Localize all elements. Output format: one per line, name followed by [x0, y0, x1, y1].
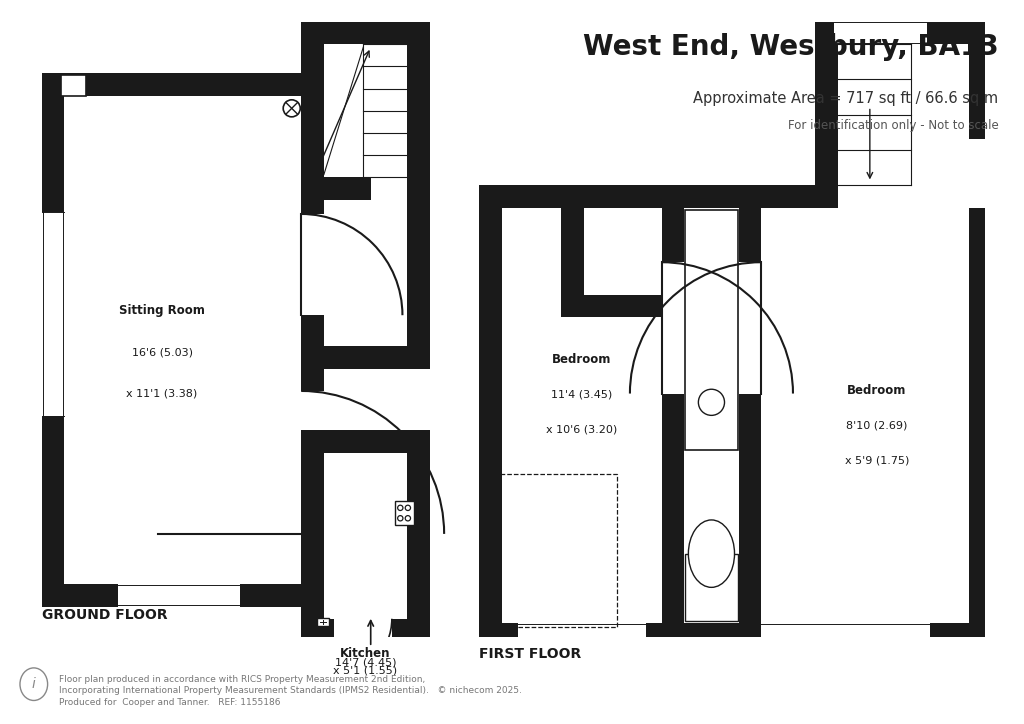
Bar	[561, 208, 584, 317]
Ellipse shape	[688, 520, 734, 587]
Bar	[407, 430, 430, 641]
Bar	[738, 623, 992, 646]
Circle shape	[406, 515, 411, 521]
Circle shape	[397, 515, 403, 521]
Text: x 10'6 (3.20): x 10'6 (3.20)	[546, 425, 617, 435]
Bar	[685, 210, 737, 450]
Text: x 5'9 (1.75): x 5'9 (1.75)	[845, 455, 909, 466]
Bar	[301, 346, 430, 369]
Bar	[738, 262, 761, 394]
Circle shape	[698, 390, 725, 416]
Bar	[970, 22, 992, 139]
Text: x 11'1 (3.38): x 11'1 (3.38)	[126, 388, 198, 398]
Bar	[518, 623, 645, 646]
Text: GROUND FLOOR: GROUND FLOOR	[42, 608, 167, 622]
Text: 16'6 (5.03): 16'6 (5.03)	[131, 348, 193, 357]
Text: Bedroom: Bedroom	[552, 353, 611, 366]
Text: 8'10 (2.69): 8'10 (2.69)	[846, 421, 907, 431]
Circle shape	[406, 505, 411, 510]
Bar	[815, 22, 992, 44]
Circle shape	[397, 505, 403, 510]
Bar	[479, 185, 502, 646]
Bar	[118, 584, 240, 607]
Text: 14'7 (4.45): 14'7 (4.45)	[335, 657, 396, 667]
Bar	[970, 131, 992, 208]
Bar	[42, 212, 65, 416]
Text: West End, Westbury, BA13: West End, Westbury, BA13	[583, 33, 998, 61]
Polygon shape	[992, 139, 1001, 148]
Text: Sitting Room: Sitting Room	[119, 304, 205, 317]
Text: Approximate Area = 717 sq ft / 66.6 sq m: Approximate Area = 717 sq ft / 66.6 sq m	[693, 90, 998, 106]
Bar	[317, 618, 329, 626]
Bar	[662, 185, 684, 646]
Text: Incorporating International Property Measurement Standards (IPMS2 Residential). : Incorporating International Property Mea…	[59, 686, 522, 695]
Bar	[42, 584, 324, 607]
Text: i: i	[32, 677, 36, 691]
Bar	[662, 185, 761, 208]
Bar	[815, 185, 992, 208]
Text: FIRST FLOOR: FIRST FLOOR	[479, 647, 582, 661]
Bar	[498, 473, 616, 627]
Bar	[301, 22, 430, 44]
Bar	[301, 430, 324, 641]
Text: Produced for  Cooper and Tanner.   REF: 1155186: Produced for Cooper and Tanner. REF: 115…	[59, 698, 281, 707]
Bar	[60, 75, 86, 96]
Bar	[301, 73, 324, 607]
Text: Kitchen: Kitchen	[340, 647, 391, 660]
Bar	[301, 619, 430, 641]
Bar	[301, 391, 324, 534]
Bar	[42, 73, 324, 96]
Bar	[479, 185, 584, 208]
Text: Bedroom: Bedroom	[847, 384, 906, 397]
Bar	[662, 185, 684, 646]
Bar	[301, 177, 371, 200]
Bar	[479, 623, 684, 646]
Circle shape	[284, 100, 300, 117]
Text: Down: Down	[927, 35, 952, 44]
Text: Up: Up	[317, 179, 330, 188]
Bar	[301, 214, 324, 315]
Bar	[738, 185, 761, 646]
Bar	[835, 22, 927, 44]
Bar	[301, 22, 324, 358]
Bar	[334, 619, 392, 641]
Bar	[815, 22, 839, 208]
Bar	[970, 185, 992, 646]
Text: x 5'1 (1.55): x 5'1 (1.55)	[334, 665, 397, 675]
Bar	[301, 430, 430, 452]
Bar	[561, 295, 684, 317]
Bar	[738, 185, 761, 646]
Bar	[662, 623, 761, 646]
Bar	[394, 501, 414, 526]
Bar	[815, 185, 992, 208]
Bar	[407, 22, 430, 358]
Bar	[662, 262, 684, 394]
Text: For identification only - Not to scale: For identification only - Not to scale	[787, 119, 998, 132]
Bar	[738, 185, 839, 208]
Bar	[42, 73, 65, 607]
Bar	[738, 185, 992, 208]
Bar	[685, 554, 737, 621]
Bar	[479, 185, 684, 208]
Text: 11'4 (3.45): 11'4 (3.45)	[551, 390, 612, 400]
Text: Floor plan produced in accordance with RICS Property Measurement 2nd Edition,: Floor plan produced in accordance with R…	[59, 675, 426, 683]
Bar	[762, 623, 930, 646]
Bar	[970, 22, 992, 208]
Ellipse shape	[20, 668, 47, 701]
